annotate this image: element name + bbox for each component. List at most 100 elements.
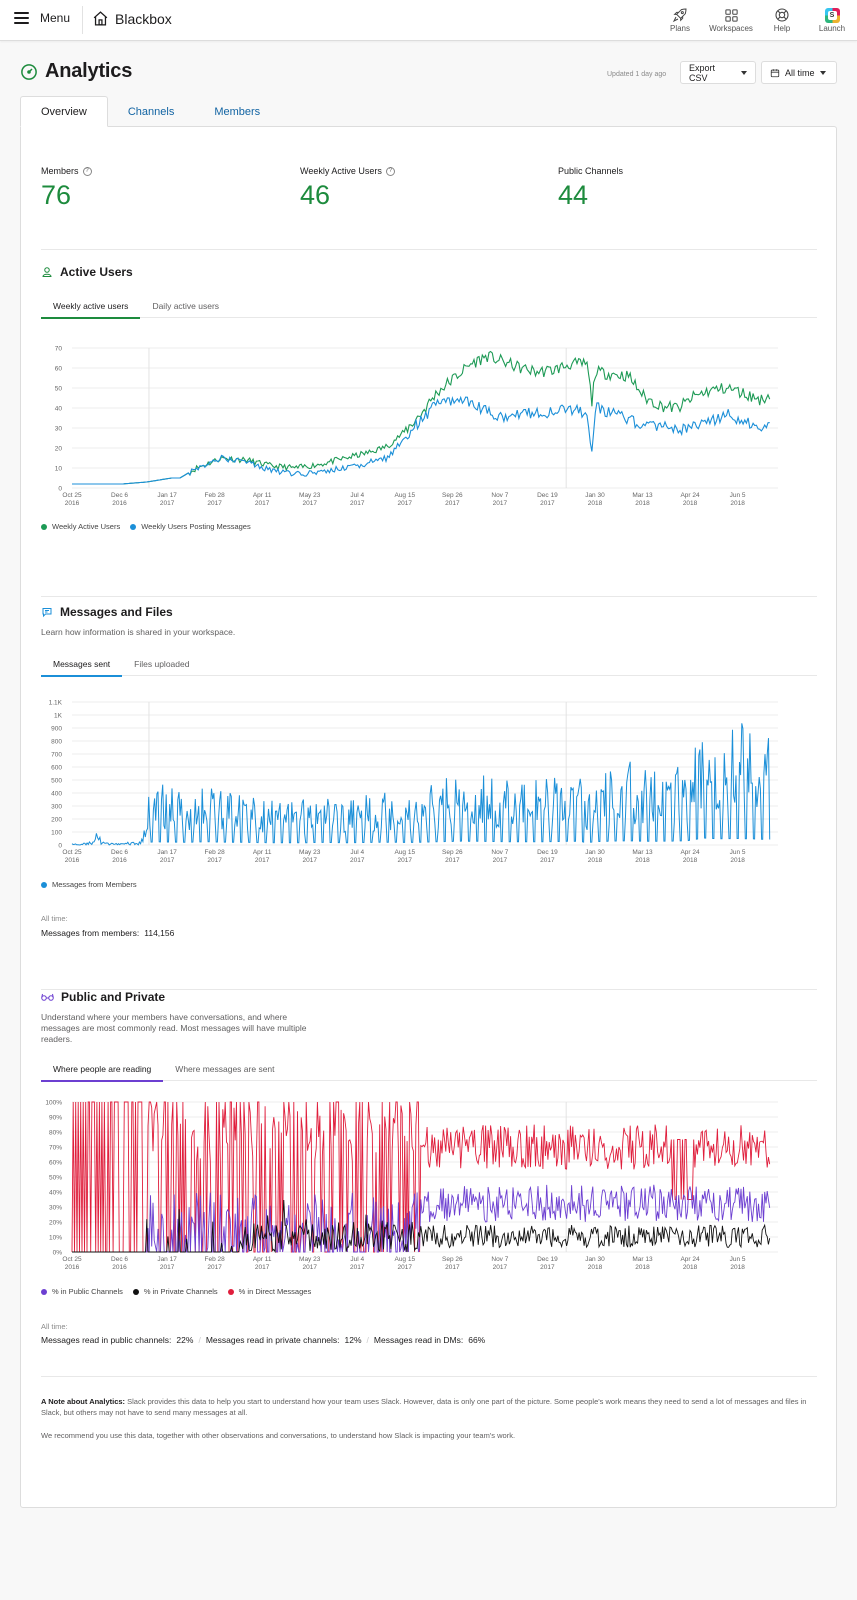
- workspace-name: Blackbox: [115, 10, 172, 27]
- alltime-dm-value: 66%: [468, 1335, 486, 1345]
- x-tick-label: Jan 30: [585, 492, 605, 499]
- top-bar: Menu Blackbox Plans Workspaces Help S La…: [0, 0, 857, 41]
- section-title: Messages and Files: [60, 605, 173, 619]
- legend-label: % in Direct Messages: [238, 1287, 312, 1296]
- x-tick-year-label: 2017: [207, 1264, 222, 1271]
- public-private-chart-svg: 0%10%20%30%40%50%60%70%80%90%100%Oct 252…: [45, 1100, 778, 1271]
- tab-where-sent[interactable]: Where messages are sent: [175, 1064, 275, 1074]
- legend-label: Messages from Members: [52, 880, 137, 889]
- alltime-public-value: 22%: [176, 1335, 194, 1345]
- workspace-home-link[interactable]: Blackbox: [92, 10, 172, 27]
- legend-item: % in Public Channels: [41, 1287, 123, 1296]
- alltime-private-value: 12%: [344, 1335, 362, 1345]
- x-tick-year-label: 2018: [730, 1264, 745, 1271]
- tab-files-uploaded[interactable]: Files uploaded: [134, 659, 190, 669]
- x-tick-year-label: 2017: [255, 857, 270, 864]
- stat-members-label-row: Members?: [41, 166, 92, 176]
- active-users-legend: Weekly Active Users Weekly Users Posting…: [41, 522, 251, 531]
- y-tick-label: 10%: [49, 1235, 62, 1242]
- x-tick-label: Nov 7: [491, 849, 508, 856]
- stat-wau-label-row: Weekly Active Users?: [300, 166, 395, 176]
- public-private-description: Understand where your members have conve…: [41, 1012, 307, 1044]
- series-line: [72, 395, 770, 485]
- chevron-down-icon: [741, 70, 747, 75]
- tab-channels[interactable]: Channels: [127, 105, 175, 118]
- overview-card: Members? 76 Weekly Active Users? 46 Publ…: [20, 126, 837, 1508]
- home-icon: [93, 11, 108, 26]
- y-tick-label: 20%: [49, 1220, 62, 1227]
- alltime-read-stats: Messages read in public channels: 22% / M…: [41, 1335, 485, 1345]
- x-tick-label: Sep 26: [442, 849, 463, 856]
- messages-description: Learn how information is shared in your …: [41, 627, 236, 637]
- note-title: A Note about Analytics:: [41, 1397, 126, 1406]
- launch-button[interactable]: S Launch: [807, 0, 857, 40]
- launch-label: Launch: [818, 23, 846, 33]
- divider: [41, 989, 817, 990]
- x-tick-label: Aug 15: [394, 849, 415, 856]
- x-tick-year-label: 2017: [493, 857, 508, 864]
- x-tick-label: Jul 4: [350, 849, 364, 856]
- x-tick-label: Aug 15: [394, 1256, 415, 1263]
- legend-label: Weekly Active Users: [52, 522, 121, 531]
- export-csv-dropdown[interactable]: Export CSV: [680, 61, 756, 84]
- tab-where-reading[interactable]: Where people are reading: [41, 1057, 164, 1082]
- tab-daily-active-users[interactable]: Daily active users: [152, 301, 220, 311]
- x-tick-label: Nov 7: [491, 1256, 508, 1263]
- y-tick-label: 800: [51, 739, 62, 746]
- y-tick-label: 50: [55, 386, 63, 393]
- x-tick-label: Feb 28: [205, 1256, 226, 1263]
- y-tick-label: 90%: [49, 1115, 62, 1122]
- stat-value: 46: [300, 180, 331, 210]
- y-tick-label: 60%: [49, 1160, 62, 1167]
- x-tick-label: Apr 11: [253, 1256, 272, 1263]
- help-circle-icon[interactable]: ?: [82, 166, 92, 176]
- legend-item: Messages from Members: [41, 880, 137, 889]
- stat-value: 44: [558, 180, 589, 210]
- tab-messages-sent[interactable]: Messages sent: [41, 652, 123, 677]
- export-csv-label: Export CSV: [689, 62, 716, 83]
- menu-button[interactable]: Menu: [14, 11, 70, 25]
- section-title: Active Users: [60, 265, 133, 279]
- tab-weekly-active-users[interactable]: Weekly active users: [41, 294, 141, 319]
- x-tick-year-label: 2017: [160, 857, 175, 864]
- x-tick-year-label: 2018: [588, 500, 603, 507]
- analytics-note-2: We recommend you use this data, together…: [41, 1431, 516, 1440]
- x-tick-label: Jun 5: [730, 1256, 746, 1263]
- x-tick-year-label: 2017: [350, 857, 365, 864]
- x-tick-label: Apr 24: [680, 849, 700, 856]
- x-tick-year-label: 2017: [207, 857, 222, 864]
- alltime-public-label: Messages read in public channels:: [41, 1335, 172, 1345]
- x-tick-label: Jan 17: [157, 492, 177, 499]
- alltime-value: 114,156: [144, 928, 175, 938]
- legend-item: Weekly Users Posting Messages: [130, 522, 251, 531]
- y-tick-label: 0: [58, 486, 62, 493]
- tab-members[interactable]: Members: [214, 105, 261, 118]
- x-tick-year-label: 2017: [350, 1264, 365, 1271]
- plans-button[interactable]: Plans: [655, 0, 705, 40]
- x-tick-year-label: 2017: [350, 500, 365, 507]
- x-tick-year-label: 2017: [445, 500, 460, 507]
- x-tick-year-label: 2018: [635, 857, 650, 864]
- x-tick-label: Mar 13: [632, 492, 653, 499]
- help-circle-icon[interactable]: ?: [385, 166, 395, 176]
- x-tick-year-label: 2016: [65, 1264, 80, 1271]
- x-tick-label: Oct 25: [62, 849, 82, 856]
- help-button[interactable]: Help: [757, 0, 807, 40]
- x-tick-year-label: 2016: [112, 857, 127, 864]
- x-tick-year-label: 2017: [207, 500, 222, 507]
- rocket-icon: [672, 8, 687, 23]
- date-range-dropdown[interactable]: All time: [761, 61, 837, 84]
- topbar-divider: [82, 6, 83, 34]
- public-private-tabs: Where people are reading Where messages …: [41, 1057, 817, 1082]
- workspaces-button[interactable]: Workspaces: [705, 0, 757, 40]
- message-bubble-icon: [42, 608, 52, 618]
- x-tick-year-label: 2018: [588, 857, 603, 864]
- gauge-icon: [21, 63, 37, 80]
- alltime-label: All time:: [41, 914, 68, 923]
- plans-label: Plans: [669, 24, 690, 33]
- x-tick-label: Jan 30: [585, 1256, 605, 1263]
- tab-overview[interactable]: Overview: [20, 96, 108, 127]
- series-public-line: [72, 1184, 771, 1253]
- x-tick-year-label: 2018: [635, 1264, 650, 1271]
- y-tick-label: 1K: [54, 713, 63, 720]
